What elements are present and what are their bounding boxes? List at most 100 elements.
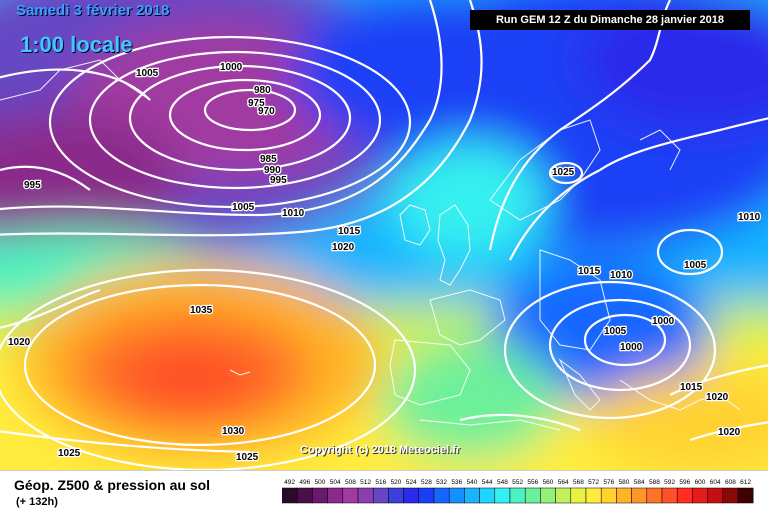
scale-tick-label: 572 — [588, 479, 599, 486]
isobar-label: 1000 — [652, 316, 675, 327]
scale-tick-label: 592 — [664, 479, 675, 486]
isobar-label: 1005 — [136, 68, 159, 79]
scale-swatch — [403, 487, 420, 504]
isobar-label: 995 — [24, 180, 41, 191]
scale-tick-label: 584 — [634, 479, 645, 486]
scale-swatch — [388, 487, 404, 504]
coastlines — [0, 59, 741, 431]
scale-swatch — [509, 487, 526, 504]
isobar-label: 1010 — [610, 270, 633, 281]
scale-swatch — [372, 487, 389, 504]
scale-swatch — [600, 487, 617, 504]
isobar-label: 1020 — [8, 337, 31, 348]
color-scale: 492 496 500 504 508 512 516 520 524 528 532 536 540 5… — [282, 479, 754, 504]
isobar-labels: 1005 1000 980 975 970 985 990 995 1005 1… — [7, 61, 762, 465]
scale-tick-label: 516 — [375, 479, 386, 486]
scale-swatch — [631, 487, 648, 504]
scale-swatch — [722, 487, 739, 504]
scale-swatch — [737, 487, 754, 504]
scale-swatch — [418, 487, 435, 504]
isobar-label: 980 — [254, 85, 271, 96]
isobar-label: 1035 — [190, 305, 213, 316]
model-run-label: Run GEM 12 Z du Dimanche 28 janvier 2018 — [470, 10, 750, 30]
scale-tick-label: 564 — [558, 479, 569, 486]
scale-tick-label: 548 — [497, 479, 508, 486]
forecast-time: 1:00 locale — [20, 32, 133, 57]
scale-swatch — [661, 487, 678, 504]
scale-swatch — [570, 487, 587, 504]
scale-tick-label: 588 — [649, 479, 660, 486]
geopotential-map: 1005 1000 980 975 970 985 990 995 1005 1… — [0, 0, 768, 470]
scale-swatch — [646, 487, 663, 504]
scale-tick-label: 576 — [603, 479, 614, 486]
isobar-label: 1015 — [578, 266, 601, 277]
scale-swatch — [676, 487, 693, 504]
scale-tick-label: 536 — [451, 479, 462, 486]
isobar-label: 970 — [258, 106, 275, 117]
isobar-lines — [0, 0, 768, 470]
scale-swatch — [524, 487, 541, 504]
scale-tick-label: 532 — [436, 479, 447, 486]
isobar-label: 995 — [270, 175, 287, 186]
scale-tick-label: 556 — [527, 479, 538, 486]
scale-swatch — [585, 487, 602, 504]
scale-tick-label: 504 — [330, 479, 341, 486]
isobar-label: 1015 — [338, 226, 361, 237]
isobar-label: 1000 — [220, 62, 243, 73]
legend-title: Géop. Z500 & pression au sol — [14, 477, 211, 493]
geopotential-field — [0, 0, 768, 470]
isobar-label: 1005 — [232, 202, 255, 213]
scale-tick-label: 492 — [284, 479, 295, 486]
scale-tick-label: 520 — [391, 479, 402, 486]
scale-tick-label: 496 — [299, 479, 310, 486]
isobar-label: 1005 — [684, 260, 707, 271]
scale-tick-label: 552 — [512, 479, 523, 486]
scale-swatch — [448, 487, 465, 504]
scale-swatch — [707, 487, 724, 504]
isobar-label: 1010 — [738, 212, 761, 223]
scale-tick-label: 512 — [360, 479, 371, 486]
scale-swatch — [296, 487, 313, 504]
isobar-label: 1025 — [552, 167, 575, 178]
isobar-label: 975 — [248, 98, 265, 109]
isobar-label: 1020 — [706, 392, 729, 403]
scale-tick-label: 500 — [315, 479, 326, 486]
scale-swatch — [327, 487, 344, 504]
copyright-notice: Copyright (c) 2018 Meteociel.fr — [300, 444, 461, 456]
scale-tick-label: 524 — [406, 479, 417, 486]
isobar-label: 1020 — [332, 242, 355, 253]
isobar-label: 1015 — [680, 382, 703, 393]
scale-tick-label: 528 — [421, 479, 432, 486]
scale-swatch — [357, 487, 374, 504]
scale-swatch — [282, 487, 298, 504]
isobar-label: 1020 — [718, 427, 741, 438]
isobar-label: 1025 — [58, 448, 81, 459]
scale-swatch — [479, 487, 496, 504]
scale-swatch — [312, 487, 328, 504]
scale-tick-label: 604 — [710, 479, 721, 486]
scale-tick-label: 580 — [619, 479, 630, 486]
scale-tick-label: 508 — [345, 479, 356, 486]
scale-swatch — [433, 487, 450, 504]
scale-swatch — [555, 487, 572, 504]
scale-tick-label: 568 — [573, 479, 584, 486]
isobar-label: 1005 — [604, 326, 627, 337]
scale-swatch — [494, 487, 511, 504]
isobar-label: 1030 — [222, 426, 245, 437]
isobar-label: 1000 — [620, 342, 643, 353]
scale-tick-label: 596 — [679, 479, 690, 486]
isobar-label: 985 — [260, 154, 277, 165]
scale-swatch — [464, 487, 480, 504]
scale-swatch — [342, 487, 359, 504]
scale-tick-label: 608 — [725, 479, 736, 486]
scale-swatch — [540, 487, 556, 504]
scale-tick-label: 544 — [482, 479, 493, 486]
scale-swatch — [692, 487, 708, 504]
scale-swatch — [616, 487, 632, 504]
scale-tick-label: 600 — [695, 479, 706, 486]
isobar-label: 1025 — [236, 452, 259, 463]
scale-tick-label: 560 — [543, 479, 554, 486]
scale-tick-label: 612 — [740, 479, 751, 486]
isobar-label: 1010 — [282, 208, 305, 219]
